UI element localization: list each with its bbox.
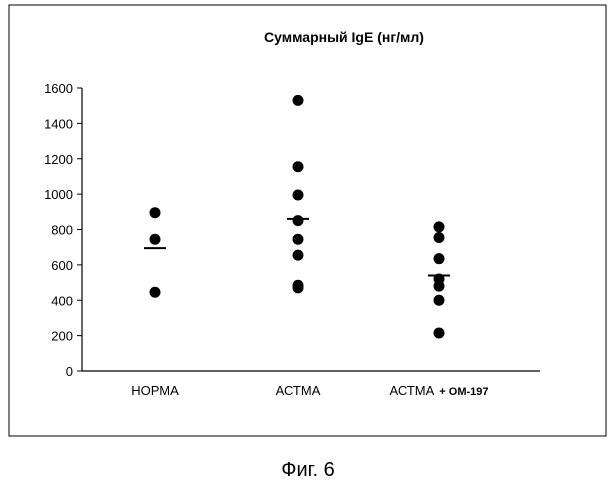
y-tick-label: 600: [51, 258, 73, 273]
data-point: [293, 215, 304, 226]
y-tick-label: 400: [51, 293, 73, 308]
data-point: [293, 95, 304, 106]
data-point: [293, 234, 304, 245]
figure-caption: Фиг. 6: [0, 459, 616, 482]
data-point: [150, 287, 161, 298]
data-point: [434, 295, 445, 306]
x-category-label: НОРМА: [131, 383, 179, 398]
data-point: [293, 161, 304, 172]
chart-title: Суммарный IgE (нг/мл): [264, 29, 424, 45]
x-category-label: АСТМА: [276, 383, 321, 398]
y-tick-label: 1600: [44, 81, 73, 96]
data-point: [293, 190, 304, 201]
data-point: [434, 281, 445, 292]
data-point: [434, 221, 445, 232]
y-tick-label: 1400: [44, 116, 73, 131]
data-point: [150, 234, 161, 245]
data-point: [434, 327, 445, 338]
y-tick-label: 800: [51, 223, 73, 238]
data-point: [293, 250, 304, 261]
x-category-label: АСТМА+ ОМ-197: [389, 383, 488, 398]
data-point: [293, 282, 304, 293]
y-tick-label: 1200: [44, 152, 73, 167]
data-point: [434, 253, 445, 264]
y-tick-label: 200: [51, 329, 73, 344]
y-tick-label: 0: [66, 364, 73, 379]
data-point: [150, 207, 161, 218]
data-point: [434, 232, 445, 243]
y-tick-label: 1000: [44, 187, 73, 202]
